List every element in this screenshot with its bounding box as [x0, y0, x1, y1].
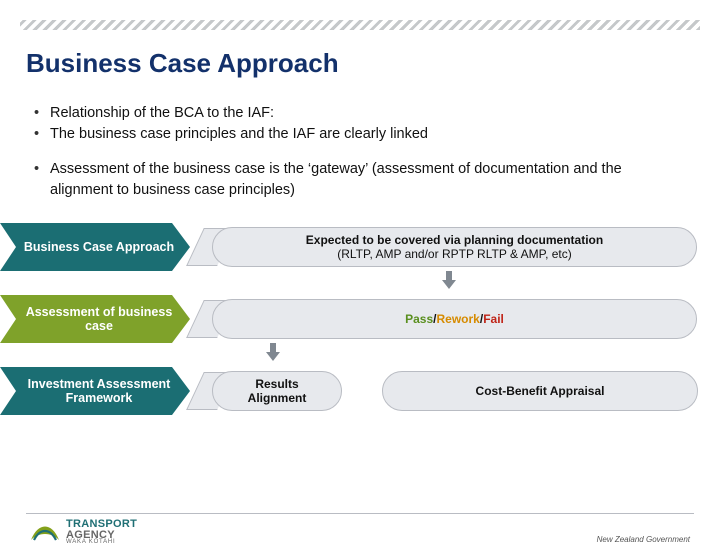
chevron-assessment: Assessment of business case — [0, 295, 190, 343]
pill-line2: (RLTP, AMP and/or RPTP RLTP & AMP, etc) — [306, 247, 603, 261]
bullet-text: Assessment of the business case is the ‘… — [50, 159, 650, 201]
page-title: Business Case Approach — [26, 48, 720, 79]
logo-text: TRANSPORT AGENCY WAKA KOTAHI — [66, 519, 137, 546]
bullet-text: The business case principles and the IAF… — [50, 124, 428, 145]
bullet-dot-icon: • — [34, 124, 50, 145]
bullet-text: Relationship of the BCA to the IAF: — [50, 103, 274, 124]
logo-line3: WAKA KOTAHI — [66, 540, 137, 546]
flow-diagram: Business Case Approach Expected to be co… — [22, 223, 698, 443]
bullet-item: • The business case principles and the I… — [34, 124, 720, 145]
bullet-item: • Assessment of the business case is the… — [34, 159, 720, 201]
logo-swoosh-icon — [30, 520, 60, 546]
pill-text: Results Alignment — [229, 377, 325, 405]
bullet-list: • Relationship of the BCA to the IAF: • … — [34, 103, 720, 201]
chevron-label: Investment Assessment Framework — [22, 377, 176, 405]
chevron-label: Business Case Approach — [24, 240, 174, 254]
pill-pass-rework-fail: Pass/Rework/Fail — [212, 299, 697, 339]
flow-arrow-icon — [266, 343, 280, 361]
bullet-item: • Relationship of the BCA to the IAF: — [34, 103, 720, 124]
pill-line1: Expected to be covered via planning docu… — [306, 233, 603, 247]
prf-text: Pass/Rework/Fail — [405, 312, 504, 326]
pill-expected-coverage: Expected to be covered via planning docu… — [212, 227, 697, 267]
bullet-dot-icon: • — [34, 159, 50, 201]
chevron-label: Assessment of business case — [22, 305, 176, 333]
bullet-dot-icon: • — [34, 103, 50, 124]
footer-divider — [26, 513, 694, 514]
pill-cost-benefit: Cost-Benefit Appraisal — [382, 371, 698, 411]
footer-logo: TRANSPORT AGENCY WAKA KOTAHI — [30, 519, 137, 546]
flow-arrow-icon — [442, 271, 456, 289]
chevron-iaf: Investment Assessment Framework — [0, 367, 190, 415]
top-hatched-border — [20, 20, 700, 30]
pill-text: Cost-Benefit Appraisal — [476, 384, 605, 398]
pill-results-alignment: Results Alignment — [212, 371, 342, 411]
chevron-business-case-approach: Business Case Approach — [0, 223, 190, 271]
